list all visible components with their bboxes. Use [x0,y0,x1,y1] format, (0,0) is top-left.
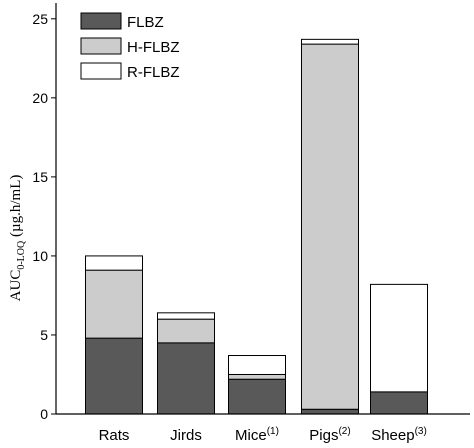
bars-group [85,38,428,415]
y-axis-label-units: (µg.h/mL) [8,175,24,241]
bar-mice-flbz [228,378,286,415]
y-tick-label: 0 [40,406,48,422]
legend: FLBZ H-FLBZ R-FLBZ [80,12,180,81]
bar-pigs-r-flbz [301,38,359,45]
bar-pigs-flbz [301,408,359,415]
bar-sheep-r-flbz [370,283,428,393]
y-tick-label: 25 [32,11,48,27]
legend-swatch-flbz [80,12,122,30]
y-axis-label-subscript: 0-LOQ [16,240,27,270]
x-label-pigs: Pigs(2) [309,426,350,444]
x-label-sheep: Sheep(3) [371,426,427,444]
y-tick-label: 15 [32,169,48,185]
legend-label-flbz: FLBZ [127,14,164,31]
x-label-rats: Rats [99,427,130,444]
x-label-mice: Mice(1) [235,426,279,444]
svg-text:AUC0-LOQ (µg.h/mL): AUC0-LOQ (µg.h/mL) [8,175,27,302]
bar-jirds-r-flbz [157,312,215,320]
bar-sheep-flbz [370,391,428,415]
y-tick-label: 10 [32,248,48,264]
bar-mice-r-flbz [228,355,286,375]
legend-swatch-r-flbz [80,62,122,80]
axes-group [55,3,470,415]
y-tick-label: 5 [40,327,48,343]
bar-rats-r-flbz [85,255,143,271]
bar-pigs-h-flbz [301,43,359,410]
y-tick-label: 20 [32,90,48,106]
legend-swatch-h-flbz [80,37,122,55]
legend-label-r-flbz: R-FLBZ [127,64,180,81]
y-axis-label: AUC0-LOQ (µg.h/mL) [8,175,27,302]
x-labels-group: Rats Jirds Mice(1) Pigs(2) Sheep(3) [99,426,427,444]
bar-mice-h-flbz [228,373,286,380]
bar-rats-flbz [85,337,143,415]
bar-rats-h-flbz [85,269,143,339]
y-axis-label-main: AUC [8,270,24,302]
y-ticks-group: 0 5 10 15 20 25 [32,11,56,422]
bar-jirds-h-flbz [157,318,215,344]
legend-label-h-flbz: H-FLBZ [127,39,180,56]
bar-jirds-flbz [157,342,215,415]
x-label-jirds: Jirds [170,427,202,444]
